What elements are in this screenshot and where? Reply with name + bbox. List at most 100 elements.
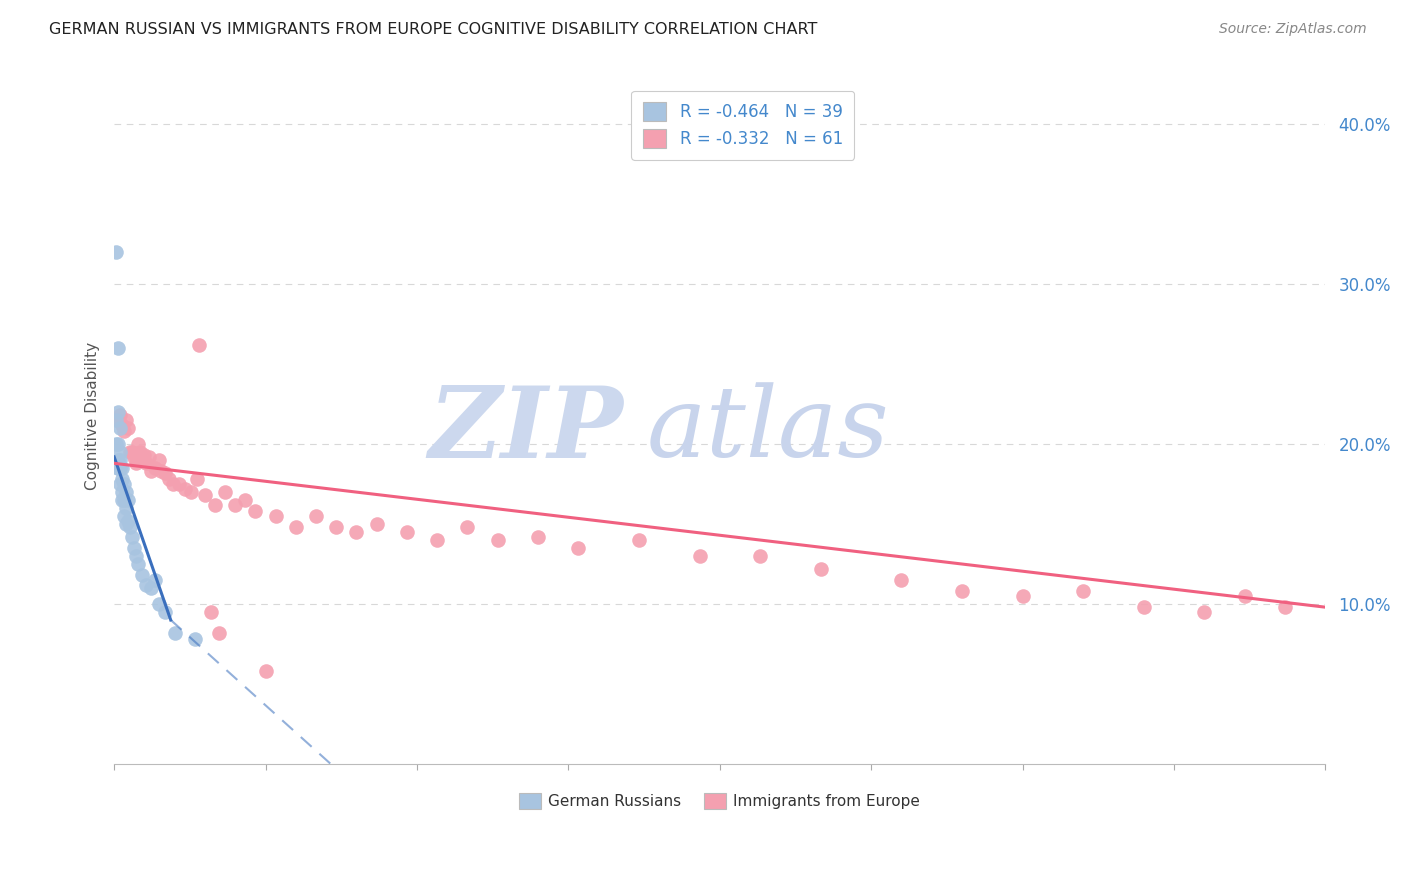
Point [107,453,129,467]
Point [749,549,772,563]
Point [110,421,132,435]
Point [111,472,134,486]
Point [105,437,128,451]
Point [284,520,307,534]
Point [325,520,347,534]
Point [110,453,132,467]
Point [112,425,135,439]
Point [115,485,138,500]
Point [111,485,134,500]
Point [456,520,478,534]
Point [111,417,134,432]
Point [107,461,129,475]
Point [131,568,153,582]
Point [117,493,139,508]
Point [305,509,328,524]
Point [124,541,146,555]
Point [125,549,148,563]
Point [143,461,166,475]
Point [153,605,176,619]
Point [567,541,589,555]
Text: Source: ZipAtlas.com: Source: ZipAtlas.com [1219,22,1367,37]
Point [110,445,132,459]
Point [1011,589,1033,603]
Point [184,632,207,647]
Point [1071,584,1094,599]
Point [527,530,550,544]
Point [110,461,132,475]
Point [1274,600,1296,615]
Point [127,437,149,451]
Point [143,573,166,587]
Point [110,477,132,491]
Point [214,485,236,500]
Text: atlas: atlas [647,383,890,478]
Point [107,413,129,427]
Point [890,573,912,587]
Point [112,493,135,508]
Point [1192,605,1215,619]
Point [115,413,138,427]
Point [1233,589,1256,603]
Point [204,498,226,512]
Point [131,453,153,467]
Point [148,597,170,611]
Point [129,445,152,459]
Point [950,584,973,599]
Point [157,472,180,486]
Point [111,461,134,475]
Legend: German Russians, Immigrants from Europe: German Russians, Immigrants from Europe [513,787,927,815]
Y-axis label: Cognitive Disability: Cognitive Disability [86,343,100,491]
Point [111,493,134,508]
Text: ZIP: ZIP [427,382,623,478]
Point [254,664,277,678]
Point [120,520,142,534]
Point [105,413,128,427]
Point [127,557,149,571]
Point [188,338,211,352]
Point [200,605,222,619]
Point [125,456,148,470]
Point [112,477,135,491]
Point [121,530,143,544]
Point [107,405,129,419]
Point [689,549,711,563]
Point [173,482,195,496]
Point [105,245,128,260]
Point [149,464,172,478]
Point [163,625,186,640]
Point [138,450,160,464]
Point [134,448,156,462]
Point [139,581,162,595]
Point [148,453,170,467]
Point [224,498,246,512]
Point [180,485,202,500]
Point [486,533,509,547]
Point [115,517,138,532]
Point [395,524,418,539]
Point [194,488,217,502]
Point [107,461,129,475]
Point [117,514,139,528]
Text: GERMAN RUSSIAN VS IMMIGRANTS FROM EUROPE COGNITIVE DISABILITY CORRELATION CHART: GERMAN RUSSIAN VS IMMIGRANTS FROM EUROPE… [49,22,817,37]
Point [135,578,157,592]
Point [245,504,267,518]
Point [107,341,129,355]
Point [162,477,184,491]
Point [112,509,135,524]
Point [107,437,129,451]
Point [121,445,143,459]
Point [139,464,162,478]
Point [344,524,367,539]
Point [117,421,139,435]
Point [208,625,231,640]
Point [627,533,650,547]
Point [115,501,138,516]
Point [810,562,832,576]
Point [264,509,287,524]
Point [124,450,146,464]
Point [235,493,257,508]
Point [153,466,176,480]
Point [426,533,449,547]
Point [110,409,132,423]
